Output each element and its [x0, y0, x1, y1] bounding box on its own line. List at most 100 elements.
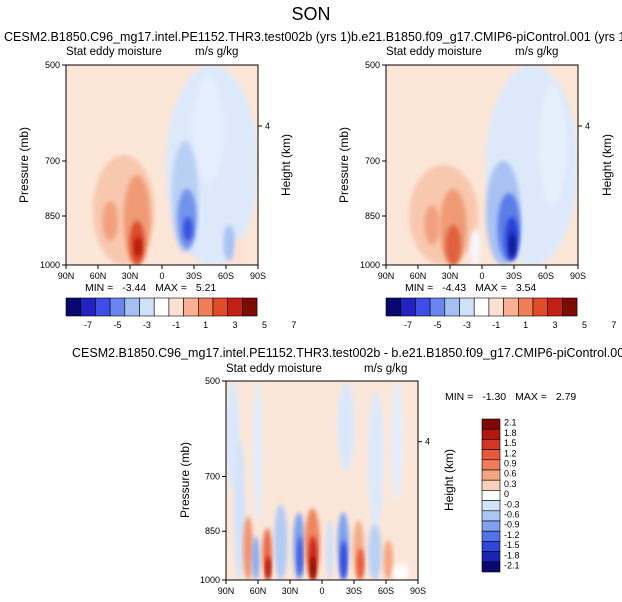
colorbar2-box: [517, 297, 534, 317]
colorbar1-label: -7: [84, 320, 92, 330]
panel2-min-value: -4.43: [442, 282, 467, 294]
panel3-y2tick-label: 4: [425, 437, 430, 447]
panel2-xtick-label: 90N: [378, 271, 395, 281]
panel3-field-region: [310, 556, 316, 580]
colorbar1-label: -5: [113, 320, 121, 330]
panel2-field-region: [445, 225, 461, 265]
panel3-xtick-label: 90N: [218, 586, 235, 596]
panel3-xtick-label: 30N: [282, 586, 299, 596]
panel2-field-region: [470, 229, 481, 265]
panel3-field-region: [274, 504, 288, 580]
panel3-right-label: m/s g/kg: [364, 363, 408, 375]
panel3-ytick-label: 850: [205, 526, 220, 536]
colorbar3-label: 1.5: [504, 438, 517, 448]
colorbar1-label: 3: [233, 320, 238, 330]
panel1-ytick-label: 1000: [40, 260, 60, 270]
colorbar1-box: [80, 297, 96, 317]
panel1-xtick-label: 30N: [122, 271, 139, 281]
colorbar2-box: [429, 297, 446, 317]
panel2-right-label: m/s g/kg: [515, 46, 559, 58]
colorbar1-box: [242, 297, 258, 317]
panel2-xtick-label: 60N: [410, 271, 427, 281]
panel2-minmax: MIN = -4.43 MAX = 3.54: [405, 282, 536, 294]
panel2-xtick-label: 90S: [570, 271, 586, 281]
panel3-xtick-label: 60S: [378, 586, 394, 596]
panel3-field-region: [393, 564, 409, 580]
colorbar3-label: -1.5: [504, 540, 520, 550]
panel2-min-label: MIN =: [405, 282, 434, 294]
panel1-min-value: -3.44: [122, 282, 147, 294]
colorbar1-box: [65, 297, 81, 317]
panel2-xtick-label: 60S: [538, 271, 554, 281]
colorbar2-label: -3: [463, 320, 471, 330]
colorbar3-label: 2.1: [504, 418, 517, 428]
panel1-y2tick-label: 4: [265, 121, 270, 131]
colorbar1-box: [168, 297, 184, 317]
colorbar3-box: [481, 541, 501, 552]
panel1-minmax: MIN = -3.44 MAX = 5.21: [85, 282, 216, 294]
panel2-field-region: [424, 205, 440, 245]
panel3-max-label: MAX =: [515, 391, 547, 403]
colorbar3-label: 0.3: [504, 479, 517, 489]
colorbar2-box: [459, 297, 475, 317]
panel3-left-label: Stat eddy moisture: [226, 363, 322, 375]
panel1-left-label: Stat eddy moisture: [66, 46, 162, 58]
panel2-ytick-label: 850: [365, 211, 380, 221]
panel3-field-region: [243, 516, 253, 580]
panel1-xtick-label: 30S: [186, 271, 202, 281]
colorbar1-box: [227, 297, 243, 317]
colorbar1-box: [124, 297, 140, 317]
panel3-ytick-label: 700: [205, 472, 220, 482]
colorbar1-box: [109, 297, 126, 317]
colorbar2-box: [415, 297, 431, 317]
colorbar2-box: [488, 297, 504, 317]
panel2-field-region: [508, 233, 516, 257]
colorbar3-box: [481, 459, 501, 471]
colorbar2-box: [473, 297, 490, 317]
panel3-field-region: [251, 536, 260, 580]
colorbar3-label: -1.2: [504, 530, 520, 540]
panel3-field-region: [297, 536, 303, 577]
panel3-field-region: [340, 540, 347, 580]
panel3-min-label: MIN =: [445, 391, 474, 403]
panel1-max-label: MAX =: [155, 282, 187, 294]
colorbar3-box: [481, 510, 501, 522]
colorbar2-label: 5: [582, 320, 587, 330]
panel3-field-region: [368, 390, 384, 531]
panel1-title: CESM2.B1850.C96_mg17.intel.PE1152.THR3.t…: [4, 30, 352, 44]
colorbar2-label: -5: [433, 320, 441, 330]
colorbar3-label: -2.1: [504, 561, 520, 571]
colorbar3-label: -0.6: [504, 510, 520, 520]
colorbar1-label: -1: [172, 320, 180, 330]
panel3-field-region: [233, 440, 246, 580]
panel3-xtick-label: 90S: [410, 586, 426, 596]
colorbar3-box: [481, 490, 501, 501]
panel3-field-region: [356, 548, 365, 580]
panel2-xtick-label: 30S: [506, 271, 522, 281]
colorbar2-box: [547, 297, 563, 317]
panel3-ytick-label: 1000: [200, 575, 220, 585]
panel3-field-region: [325, 520, 334, 580]
colorbar1-label: -3: [143, 320, 151, 330]
panel2-title: b.e21.B1850.f09_g17.CMIP6-piControl.001 …: [351, 30, 622, 44]
panel2-left-label: Stat eddy moisture: [386, 46, 482, 58]
panel3-field-region: [391, 381, 403, 501]
colorbar3-box: [481, 428, 501, 440]
panel1-xtick-label: 60N: [90, 271, 107, 281]
colorbar2-label: 1: [523, 320, 528, 330]
panel1-xtick-label: 90N: [58, 271, 75, 281]
panel2-ytick-label: 700: [365, 156, 380, 166]
panel2-ytick-label: 1000: [360, 260, 380, 270]
panel1-field: [66, 65, 258, 265]
panel3-xtick-label: 60N: [250, 586, 267, 596]
colorbar1-box: [139, 297, 155, 317]
colorbar3-label: 0: [504, 489, 509, 499]
colorbar2-label: 7: [611, 320, 616, 330]
panel2-field: [386, 65, 578, 265]
panel3-max-value: 2.79: [555, 391, 577, 403]
panel1-min-label: MIN =: [85, 282, 114, 294]
panel2-xtick-label: 30N: [442, 271, 459, 281]
colorbar3-label: 1.8: [504, 428, 517, 438]
colorbar2-label: 3: [553, 320, 558, 330]
